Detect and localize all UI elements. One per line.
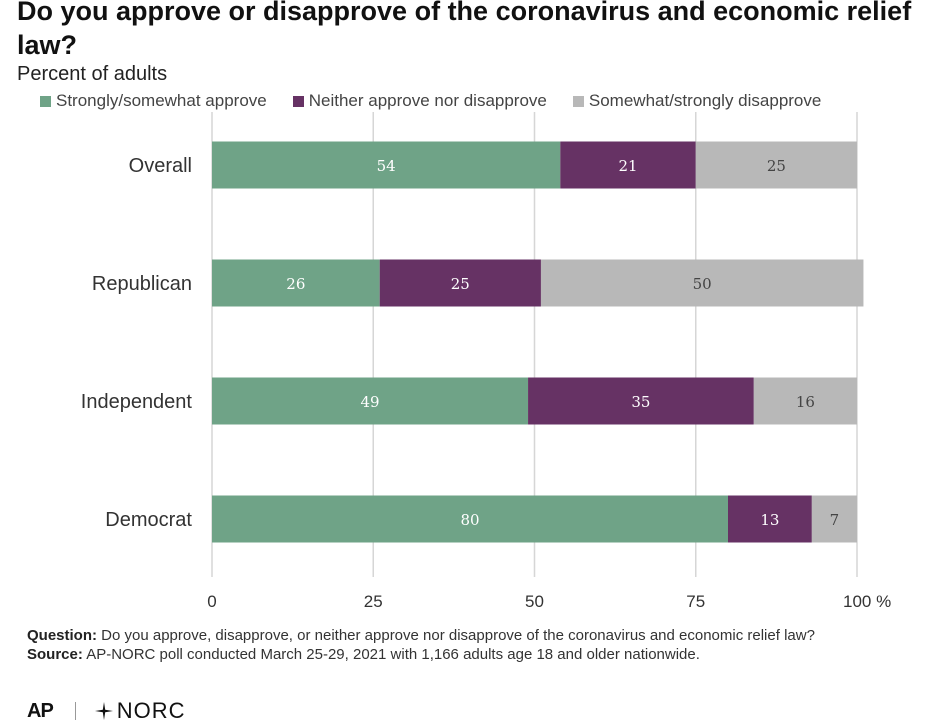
bar-republican-series-2 [540,259,864,307]
question-text: Do you approve, disapprove, or neither a… [101,627,815,644]
logo-divider [74,702,76,720]
x-tick-label-0: 0 [207,592,216,611]
bar-overall-series-0 [212,141,561,189]
stacked-bar-chart: 0 25 50 75 100 % Overall 54 21 25 Republican 26 25 5… [81,112,891,611]
legend-item-disapprove: Somewhat/strongly disapprove [572,91,822,111]
logos: AP NORC [27,698,186,724]
legend-label-approve: Strongly/somewhat approve [56,91,267,110]
ap-logo: AP [27,699,54,722]
legend: Strongly/somewhat approve Neither approv… [40,90,847,112]
bar-overall-series-1 [560,141,696,189]
source-label: Source: [27,646,83,663]
bar-democrat-series-1 [728,495,812,543]
data-label-democrat-series-0: 80 [460,511,479,529]
bar-independent-series-2 [753,377,857,425]
legend-label-disapprove: Somewhat/strongly disapprove [588,91,822,110]
legend-swatch-neither [292,95,304,107]
category-label-republican: Republican [92,273,192,295]
data-label-overall-series-1: 21 [618,157,637,175]
bar-democrat-series-2 [811,495,857,543]
data-label-independent-series-2: 16 [796,393,815,411]
data-label-republican-series-0: 26 [286,275,305,293]
data-label-overall-series-2: 25 [767,157,786,175]
bar-democrat-series-0 [212,495,728,543]
category-label-independent: Independent [81,391,193,413]
bar-republican-series-1 [379,259,541,307]
x-tick-label-75: 75 [686,592,705,611]
category-label-overall: Overall [129,155,192,177]
data-label-overall-series-0: 54 [377,157,396,175]
data-label-independent-series-0: 49 [360,393,379,411]
norc-logo: NORC [94,698,186,724]
chart-title: Do you approve or disapprove of the coro… [17,0,912,60]
legend-item-neither: Neither approve nor disapprove [292,91,547,111]
legend-item-approve: Strongly/somewhat approve [40,91,267,111]
x-tick-label-100: 100 % [843,592,891,611]
legend-label-neither: Neither approve nor disapprove [308,91,547,110]
legend-swatch-approve [40,95,51,107]
category-label-democrat: Democrat [105,509,192,531]
data-label-democrat-series-1: 13 [760,511,779,529]
bar-overall-series-2 [695,141,857,189]
data-label-independent-series-1: 35 [631,393,650,411]
bar-republican-series-0 [212,259,380,307]
data-label-republican-series-1: 25 [451,275,470,293]
data-label-republican-series-2: 50 [693,275,712,293]
data-label-democrat-series-2: 7 [830,511,840,529]
legend-swatch-disapprove [572,95,584,107]
question-label: Question: [27,627,97,644]
question-note: Question: Do you approve, disapprove, or… [27,626,867,645]
chart-footer: Question: Do you approve, disapprove, or… [27,626,867,664]
source-text: AP-NORC poll conducted March 25-29, 2021… [86,646,700,663]
x-tick-label-50: 50 [525,592,544,611]
x-tick-label-25: 25 [364,592,383,611]
bar-independent-series-0 [212,377,529,425]
bar-independent-series-1 [528,377,754,425]
chart-subtitle: Percent of adults [17,63,168,85]
source-note: Source: AP-NORC poll conducted March 25-… [27,645,867,664]
norc-star-icon [94,702,113,720]
norc-logo-text: NORC [116,698,186,723]
